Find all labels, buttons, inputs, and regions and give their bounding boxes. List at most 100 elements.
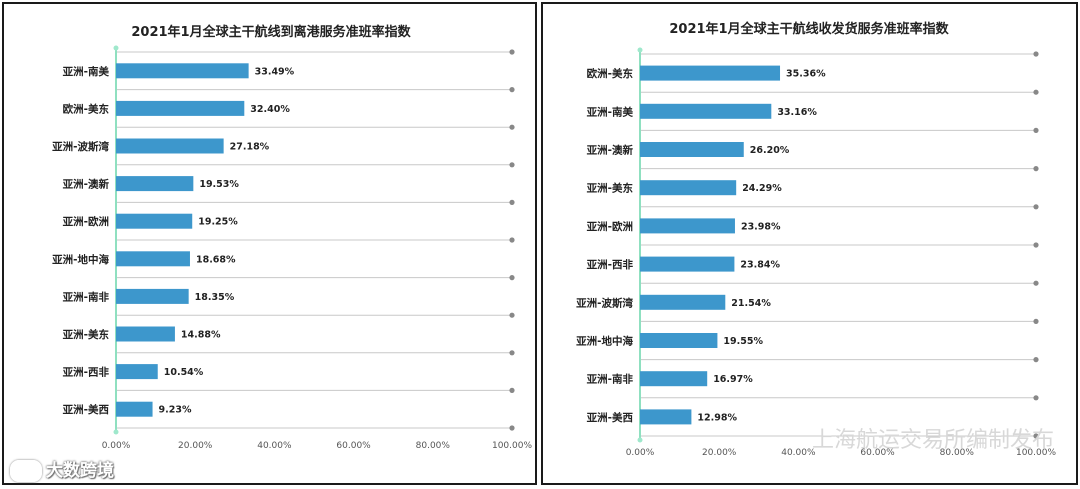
bar <box>640 333 718 348</box>
bar <box>116 138 224 154</box>
chart-panel-right: 2021年1月全球主干航线收发货服务准班率指数 欧洲-美东 35.36% 亚洲-南美 3… <box>541 2 1078 485</box>
category-label: 亚洲-美东 <box>63 328 110 341</box>
gridline-end-dot <box>1033 166 1039 172</box>
category-label: 亚洲-波斯湾 <box>52 140 109 153</box>
bar <box>116 63 249 79</box>
bar <box>116 288 189 304</box>
value-label: 18.68% <box>196 254 236 265</box>
value-label: 10.54% <box>164 367 204 378</box>
x-tick-label: 0.00% <box>102 441 131 451</box>
bar <box>116 326 175 342</box>
gridline-end-dot <box>509 312 515 318</box>
category-label: 亚洲-澳新 <box>587 144 634 157</box>
category-label: 亚洲-美西 <box>587 411 634 424</box>
category-label: 欧洲-美东 <box>63 102 110 115</box>
value-label: 14.88% <box>181 330 221 341</box>
category-label: 亚洲-南非 <box>63 290 110 303</box>
value-label: 21.54% <box>731 298 771 309</box>
category-label: 亚洲-西非 <box>587 258 634 271</box>
x-tick-label: 20.00% <box>702 448 737 458</box>
category-label: 亚洲-欧洲 <box>587 220 633 233</box>
value-label: 33.49% <box>255 66 295 77</box>
category-label: 亚洲-南美 <box>63 65 110 78</box>
gridline-end-dot <box>509 237 515 243</box>
brand-watermark: 大数跨境 <box>10 456 114 482</box>
value-label: 26.20% <box>750 145 790 156</box>
bar <box>640 294 726 310</box>
x-tick-label: 60.00% <box>860 448 895 458</box>
x-tick-label: 40.00% <box>781 448 816 458</box>
gridline-end-dot <box>1033 51 1039 57</box>
bar <box>116 176 194 192</box>
category-label: 亚洲-美东 <box>587 182 634 195</box>
gridline-end-dot <box>509 49 515 55</box>
value-label: 32.40% <box>250 104 290 115</box>
brand-watermark-text: 大数跨境 <box>46 461 114 481</box>
value-label: 16.97% <box>713 374 753 385</box>
category-label: 亚洲-南非 <box>587 373 634 386</box>
gridline-end-dot <box>1033 318 1039 324</box>
bar <box>640 409 692 425</box>
y-axis-top-dot <box>113 45 119 51</box>
value-label: 23.84% <box>740 260 780 271</box>
chart-title: 2021年1月全球主干航线收发货服务准班率指数 <box>669 21 949 37</box>
y-axis-top-dot <box>637 47 643 53</box>
category-label: 亚洲-地中海 <box>52 253 109 266</box>
category-label: 亚洲-西非 <box>63 366 110 379</box>
value-label: 23.98% <box>741 221 781 232</box>
x-tick-label: 0.00% <box>626 448 655 458</box>
value-label: 35.36% <box>786 69 826 80</box>
category-label: 亚洲-波斯湾 <box>576 296 633 309</box>
bar <box>640 142 744 157</box>
gridline-end-dot <box>1033 242 1039 248</box>
category-label: 亚洲-南美 <box>587 105 634 118</box>
x-tick-label: 40.00% <box>257 441 292 451</box>
gridline-end-dot <box>1033 204 1039 210</box>
category-label: 亚洲-美西 <box>63 403 110 416</box>
value-label: 12.98% <box>697 412 737 423</box>
gridline-end-dot <box>509 162 515 168</box>
gridline-end-dot <box>509 350 515 356</box>
bar <box>640 65 781 81</box>
bar <box>640 103 772 119</box>
x-tick-label: 20.00% <box>178 441 213 451</box>
publisher-watermark: 上海航运交易所编制发布 <box>811 428 1054 453</box>
y-axis-bottom-dot <box>113 429 119 435</box>
chart-title: 2021年1月全球主干航线到离港服务准班率指数 <box>131 24 411 40</box>
gridline-end-dot <box>509 275 515 281</box>
category-label: 亚洲-澳新 <box>63 178 110 191</box>
gridline-end-dot <box>1033 357 1039 363</box>
value-label: 19.55% <box>723 336 763 347</box>
gridline-end-dot <box>1033 433 1039 439</box>
bar <box>640 371 708 387</box>
value-label: 19.53% <box>199 179 239 190</box>
bar <box>116 251 190 267</box>
gridline-end-dot <box>509 87 515 93</box>
gridline-end-dot <box>1033 127 1039 133</box>
gridline-end-dot <box>509 124 515 130</box>
bar <box>116 213 193 229</box>
x-tick-label: 80.00% <box>416 441 451 451</box>
x-tick-label: 100.00% <box>492 441 532 451</box>
category-label: 欧洲-美东 <box>587 67 634 80</box>
value-label: 27.18% <box>230 142 270 153</box>
x-tick-label: 100.00% <box>1016 448 1056 458</box>
bar <box>640 218 735 234</box>
gridline-end-dot <box>509 199 515 205</box>
gridline-end-dot <box>1033 89 1039 95</box>
bar <box>640 256 735 272</box>
category-label: 亚洲-欧洲 <box>63 215 109 228</box>
value-label: 24.29% <box>742 183 782 194</box>
gridline-end-dot <box>1033 280 1039 286</box>
chart-panel-left: 2021年1月全球主干航线到离港服务准班率指数亚洲-南美 33.49% 欧洲-美东 3… <box>2 2 537 485</box>
x-tick-label: 80.00% <box>940 448 975 458</box>
bar <box>116 100 245 116</box>
y-axis-bottom-dot <box>637 437 643 443</box>
weibo-logo-icon <box>10 460 42 482</box>
x-tick-label: 60.00% <box>336 441 371 451</box>
value-label: 19.25% <box>198 217 238 228</box>
bar <box>116 401 153 417</box>
bar <box>640 180 737 196</box>
